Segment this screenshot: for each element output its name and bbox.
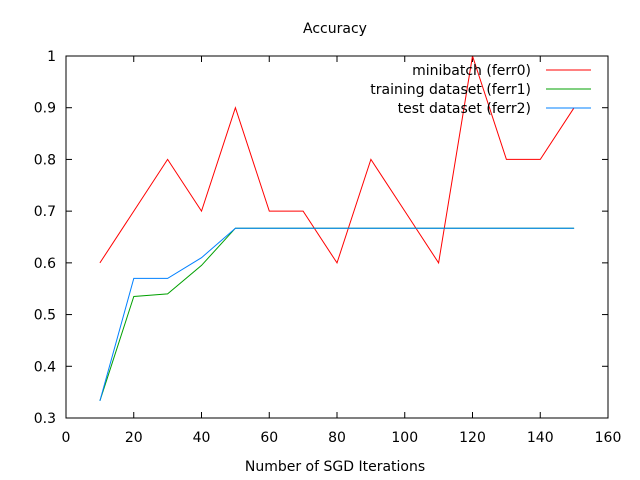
y-tick-label: 0.6: [34, 256, 56, 272]
series-lines: [99, 55, 575, 402]
x-tick-label: 20: [125, 430, 143, 446]
x-tick-label: 100: [391, 430, 418, 446]
series-line-0: [99, 55, 575, 265]
x-axis-label: Number of SGD Iterations: [245, 459, 425, 475]
legend-label-1: training dataset (ferr1): [370, 82, 531, 98]
y-tick-label: 0.5: [34, 308, 56, 324]
y-tick-label: 0.7: [34, 204, 56, 220]
chart-title: Accuracy: [303, 21, 367, 37]
plot-area-frame: [65, 55, 609, 419]
x-tick-label: 120: [459, 430, 486, 446]
y-tick-label: 0.4: [34, 359, 56, 375]
series-line-1: [99, 227, 575, 402]
legend-label-2: test dataset (ferr2): [398, 101, 531, 117]
legend: minibatch (ferr0) training dataset (ferr1…: [370, 63, 591, 117]
x-tick-label: 140: [527, 430, 554, 446]
y-tick-label: 0.9: [34, 101, 56, 117]
axis-ticks: 0 20 40 60 80 100 120 140 160 0.3 0.4 0.5 0.6 0.7 0.8 0…: [34, 49, 622, 446]
y-tick-label: 0.8: [34, 152, 56, 168]
y-tick-label: 1: [47, 49, 56, 65]
series-line-2: [99, 227, 575, 402]
y-tick-label: 0.3: [34, 411, 56, 427]
x-tick-label: 80: [328, 430, 346, 446]
x-tick-label: 0: [62, 430, 71, 446]
x-tick-label: 40: [193, 430, 211, 446]
x-tick-label: 60: [260, 430, 278, 446]
x-tick-label: 160: [595, 430, 622, 446]
legend-label-0: minibatch (ferr0): [412, 63, 531, 79]
